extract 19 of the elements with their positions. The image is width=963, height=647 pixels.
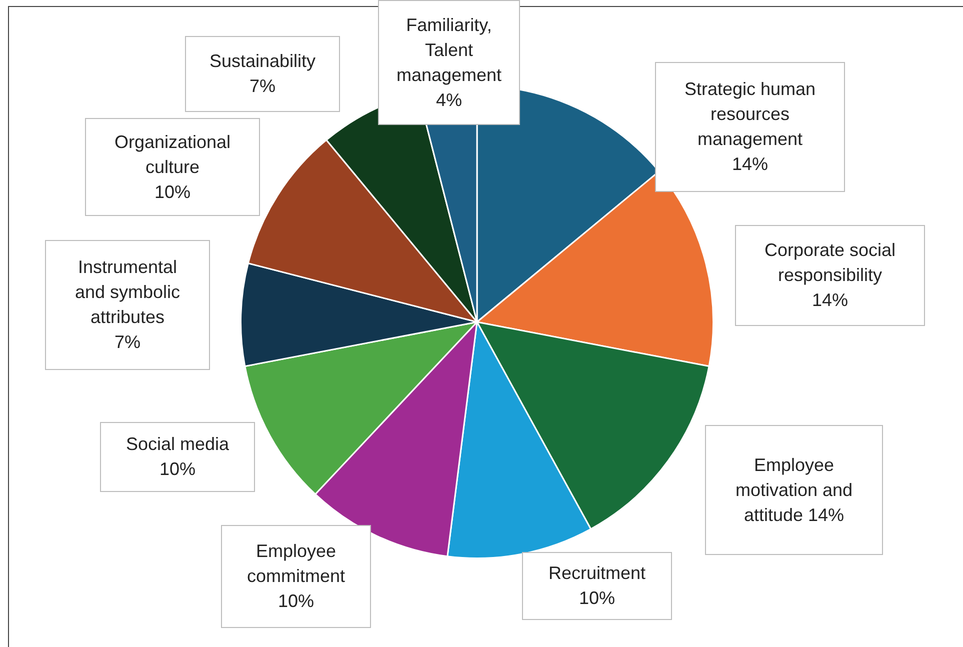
data-label: 10%	[154, 180, 191, 204]
slice-label: Sustainability	[209, 50, 316, 73]
data-label: 14%	[732, 153, 768, 176]
slice-label: Corporate social responsibility	[763, 239, 897, 287]
slice-label: Recruitment	[548, 562, 646, 585]
data-label: 10%	[278, 590, 314, 613]
data-label: 7%	[114, 331, 140, 354]
data-label: 14%	[812, 289, 848, 312]
slice-label: Organizational culture	[113, 130, 232, 178]
data-label: 4%	[436, 88, 462, 112]
slice-label: Strategic human resources management	[683, 78, 817, 151]
slice-label: Employee commitment	[246, 540, 346, 588]
slice-label: Instrumental and symbolic attributes	[74, 256, 182, 329]
slice-label: Employee motivation and attitude 14%	[734, 454, 854, 526]
slice-label: Social media	[126, 433, 230, 456]
data-label: 10%	[159, 458, 196, 481]
data-label: 10%	[578, 587, 616, 610]
slice-label: Familiarity, Talent management	[395, 14, 503, 87]
data-label: 7%	[249, 75, 276, 98]
